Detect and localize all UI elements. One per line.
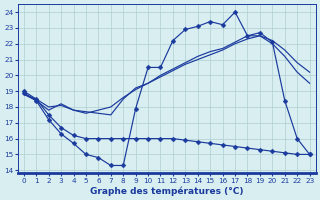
X-axis label: Graphe des températures (°C): Graphe des températures (°C): [90, 186, 244, 196]
